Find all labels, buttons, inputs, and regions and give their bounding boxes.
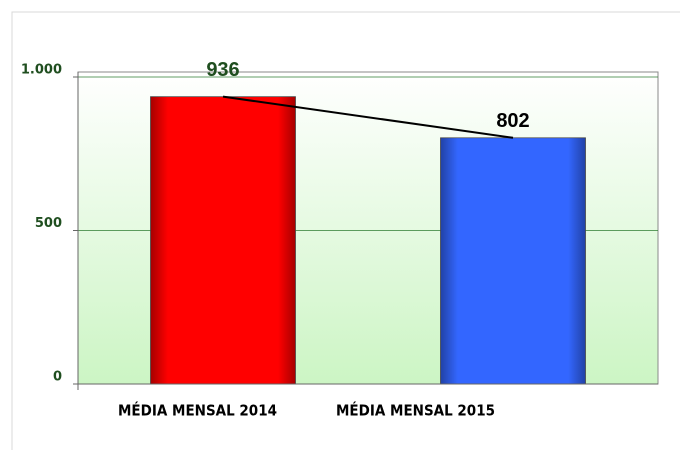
y-tick-label: 1.000 bbox=[21, 63, 62, 78]
bar-shade bbox=[150, 96, 296, 384]
x-tick-label: MÉDIA MENSAL 2014 bbox=[118, 401, 277, 420]
x-tick-label: MÉDIA MENSAL 2015 bbox=[336, 401, 495, 420]
y-tick-label: 500 bbox=[35, 216, 62, 231]
y-tick-label: 0 bbox=[53, 370, 62, 385]
trend-line bbox=[222, 95, 514, 139]
value-label: 936 bbox=[206, 59, 239, 81]
frame bbox=[11, 11, 680, 450]
value-label: 802 bbox=[496, 110, 529, 132]
bar-shade bbox=[440, 137, 586, 384]
